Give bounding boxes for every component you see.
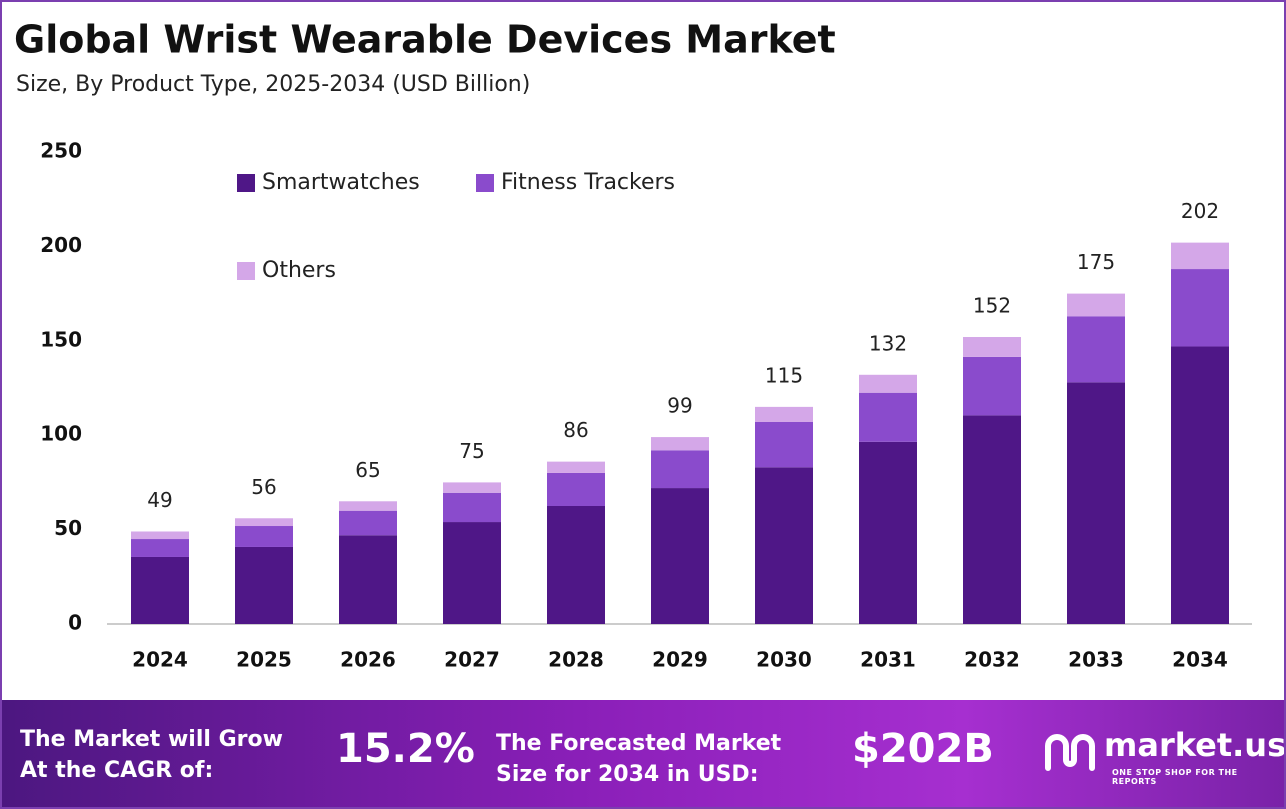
bar-segment [755,406,813,422]
text-line: Size for 2034 in USD: [496,762,759,787]
bar-segment [339,535,397,624]
y-tick-label: 50 [54,516,82,540]
text-line: The Forecasted Market [496,731,782,756]
bar-segment [1171,346,1229,624]
total-label: 75 [459,439,484,463]
total-label: 99 [667,394,692,418]
bar-segment [859,374,917,393]
legend-label: Others [262,258,336,283]
bar-segment [963,337,1021,357]
bar-segment [547,461,605,473]
total-label: 115 [765,363,803,387]
logo-icon [1045,734,1095,771]
bar-segment [547,472,605,506]
bar-segment [443,482,501,493]
total-label: 86 [563,418,588,442]
total-label: 152 [973,294,1011,318]
x-tick-label: 2034 [1172,648,1228,672]
total-label: 175 [1077,250,1115,274]
bar-segment [1067,382,1125,624]
bar-segment [131,531,189,540]
legend-label: Fitness Trackers [501,170,675,195]
cagr-value: 15.2% [336,726,475,772]
bar-segment [1171,242,1229,270]
bar-segment [235,518,293,527]
bar-segment [235,546,293,624]
bar-segment [755,421,813,468]
bar-segment [651,450,709,489]
footer: The Market will Grow At the CAGR of: 15.… [2,700,1284,807]
bar-segment [1171,269,1229,347]
bar-segment [1067,316,1125,383]
total-label: 56 [251,475,276,499]
x-tick-label: 2026 [340,648,396,672]
total-label: 65 [355,458,380,482]
text-line: At the CAGR of: [20,758,214,783]
bar-segment [651,437,709,451]
forecast-label: The Forecasted Market Size for 2034 in U… [496,728,781,790]
total-label: 132 [869,331,907,355]
bar-segment [339,510,397,536]
y-tick-label: 150 [40,327,82,351]
legend-label: Smartwatches [262,170,420,195]
x-tick-label: 2030 [756,648,812,672]
cagr-label: The Market will Grow At the CAGR of: [20,724,283,786]
legend-swatch [237,262,255,280]
bar-segment [859,441,917,624]
bar-segment [651,488,709,624]
legend-swatch [476,174,494,192]
bar-segment [963,415,1021,624]
y-tick-label: 250 [40,139,82,163]
x-tick-label: 2024 [132,648,188,672]
chart: Global Wrist Wearable Devices Market Siz… [14,18,1252,672]
bar-segment [1067,293,1125,317]
bar-segment [131,539,189,557]
x-tick-label: 2025 [236,648,292,672]
y-tick-label: 100 [40,422,82,446]
bar-segment [963,356,1021,416]
bar-segment [443,492,501,523]
x-tick-label: 2029 [652,648,708,672]
x-tick-label: 2027 [444,648,500,672]
chart-title: Global Wrist Wearable Devices Market [14,18,836,62]
legend-swatch [237,174,255,192]
brand: market.us [1104,726,1286,764]
total-label: 202 [1181,199,1219,223]
x-tick-label: 2028 [548,648,604,672]
x-tick-label: 2032 [964,648,1020,672]
bar-segment [547,506,605,624]
y-tick-label: 0 [68,611,82,635]
bar-segment [443,522,501,624]
total-label: 49 [147,488,172,512]
bar-segment [859,392,917,442]
x-tick-label: 2033 [1068,648,1124,672]
bar-segment [339,501,397,511]
y-tick-label: 200 [40,233,82,257]
text-line: The Market will Grow [20,727,283,752]
bar-segment [131,556,189,624]
bar-segment [755,467,813,624]
x-tick-label: 2031 [860,648,916,672]
forecast-value: $202B [852,726,994,772]
bar-segment [235,526,293,547]
chart-subtitle: Size, By Product Type, 2025-2034 (USD Bi… [16,72,530,97]
tagline: ONE STOP SHOP FOR THE REPORTS [1112,768,1238,786]
